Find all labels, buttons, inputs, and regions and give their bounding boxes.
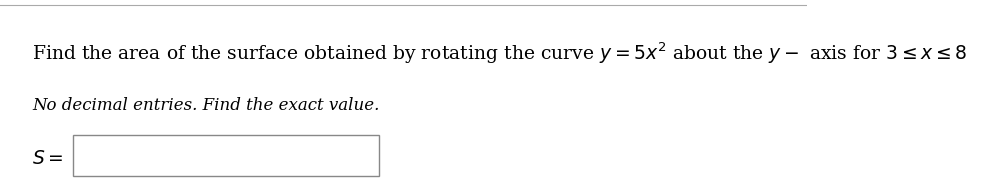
Text: $S =$: $S =$ [32,150,64,168]
Text: No decimal entries. Find the exact value.: No decimal entries. Find the exact value… [32,97,380,114]
Text: Find the area of the surface obtained by rotating the curve $y = 5x^2$ about the: Find the area of the surface obtained by… [32,40,967,66]
FancyBboxPatch shape [73,135,380,176]
